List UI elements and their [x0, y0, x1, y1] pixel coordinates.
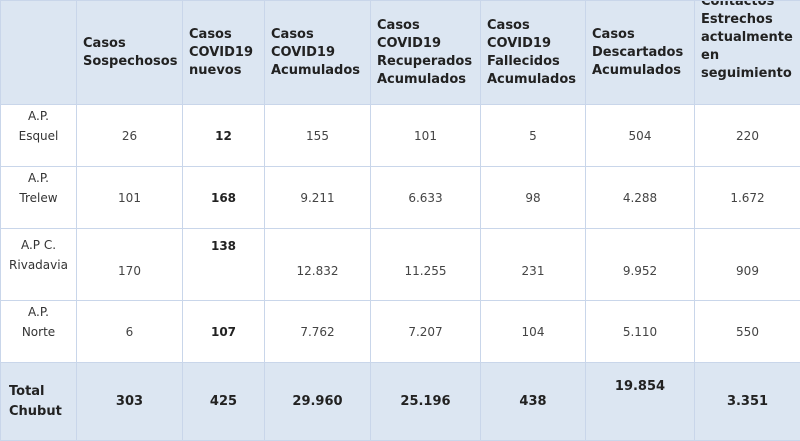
table-cell: 138 [183, 229, 265, 301]
table-cell: 231 [481, 235, 586, 307]
header-cell-empty [1, 1, 77, 105]
header-cell-fallecidos: Casos COVID19 Fallecidos Acumulados [481, 1, 586, 105]
header-cell-acumulados: Casos COVID19 Acumulados [265, 1, 371, 105]
total-label: Total Chubut [1, 363, 77, 441]
table-row: A.P C. Rivadavia 170 138 12.832 11.255 2… [1, 229, 800, 301]
table-cell: 909 [695, 235, 800, 307]
table-cell: 9.211 [265, 167, 371, 229]
table-cell: 101 [77, 167, 183, 229]
table-cell: 6 [77, 301, 183, 363]
table-cell: 12 [183, 105, 265, 167]
table-cell: 7.207 [371, 301, 481, 363]
table-cell: 12.832 [265, 235, 371, 307]
table-cell: 26 [77, 105, 183, 167]
table-cell: 5 [481, 105, 586, 167]
table-cell: 4.288 [586, 167, 695, 229]
table-row: A.P. Norte 6 107 7.762 7.207 104 5.110 5… [1, 301, 800, 363]
header-cell-recuperados: Casos COVID19 Recuperados Acumulados [371, 1, 481, 105]
table-cell: 107 [183, 301, 265, 363]
table-cell: 550 [695, 301, 800, 363]
table-cell: 220 [695, 105, 800, 167]
total-cell: 19.854 [586, 363, 695, 441]
total-cell: 425 [183, 363, 265, 441]
table-cell: 170 [77, 235, 183, 307]
table-cell: 98 [481, 167, 586, 229]
table-cell: 9.952 [586, 235, 695, 307]
table-cell: 11.255 [371, 235, 481, 307]
table-cell: 5.110 [586, 301, 695, 363]
header-row: Casos Sospechosos Casos COVID19 nuevos C… [1, 1, 800, 105]
table-cell: 168 [183, 167, 265, 229]
header-cell-sospechosos: Casos Sospechosos [77, 1, 183, 105]
row-label: A.P. Esquel [1, 105, 77, 167]
table-cell: 504 [586, 105, 695, 167]
header-cell-nuevos: Casos COVID19 nuevos [183, 1, 265, 105]
total-cell: 303 [77, 363, 183, 441]
row-label: A.P. Trelew [1, 167, 77, 229]
table-cell: 6.633 [371, 167, 481, 229]
total-cell: 3.351 [695, 363, 800, 441]
total-cell: 29.960 [265, 363, 371, 441]
header-cell-descartados: Casos Descartados Acumulados [586, 1, 695, 105]
total-row: Total Chubut 303 425 29.960 25.196 438 1… [1, 363, 800, 441]
row-label: A.P C. Rivadavia [1, 229, 77, 301]
table-row: A.P. Trelew 101 168 9.211 6.633 98 4.288… [1, 167, 800, 229]
table-cell: 1.672 [695, 167, 800, 229]
row-label: A.P. Norte [1, 301, 77, 363]
table-cell: 7.762 [265, 301, 371, 363]
table-cell: 155 [265, 105, 371, 167]
table-cell: 104 [481, 301, 586, 363]
table-row: A.P. Esquel 26 12 155 101 5 504 220 [1, 105, 800, 167]
total-cell: 25.196 [371, 363, 481, 441]
header-cell-contactos: Contactos Estrechos actualmente en segui… [695, 1, 800, 105]
table-cell: 101 [371, 105, 481, 167]
total-cell: 438 [481, 363, 586, 441]
